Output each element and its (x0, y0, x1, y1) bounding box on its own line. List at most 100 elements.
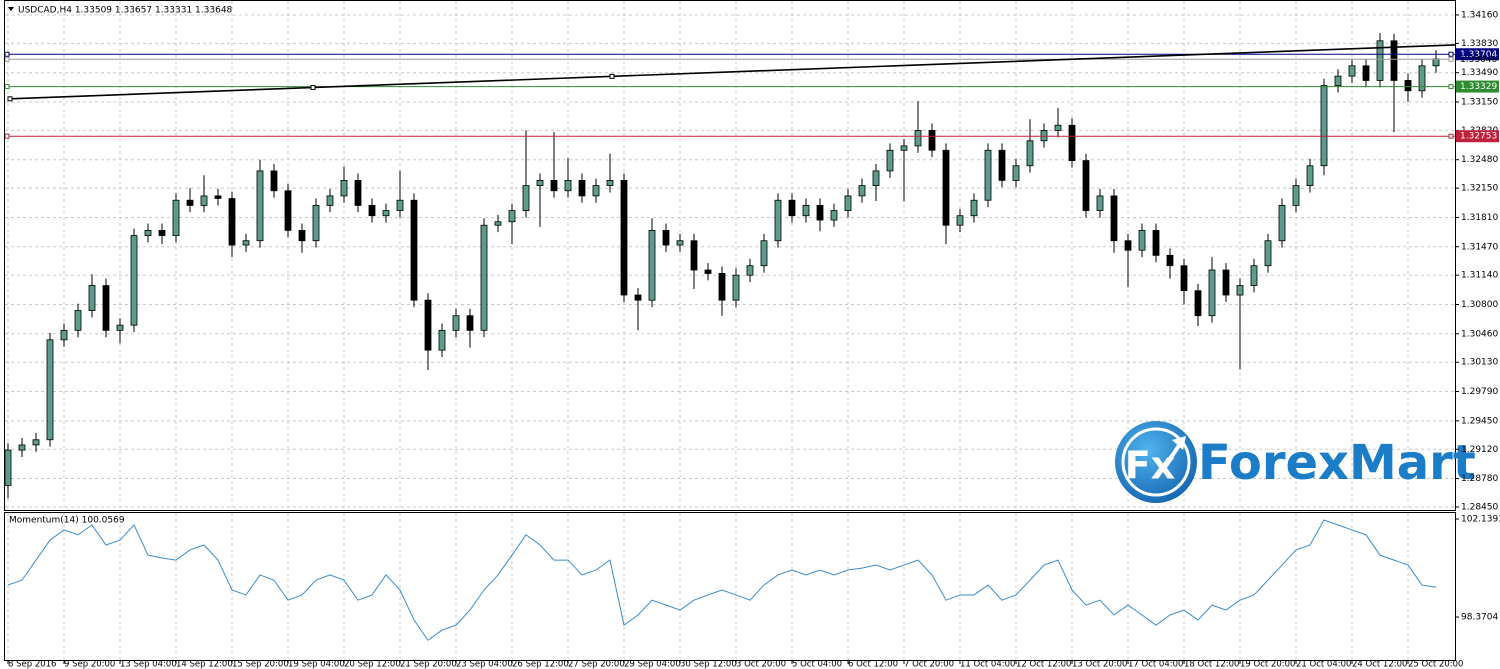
level-handle (4, 133, 10, 139)
x-tick-label: 5 Oct 04:00 (792, 660, 842, 669)
x-tick-label: 25 Oct 20:00 (1408, 660, 1463, 669)
level-handle (4, 56, 10, 62)
candle-body (1138, 229, 1146, 251)
candle-body (1432, 58, 1440, 67)
candle-body (872, 170, 880, 186)
candle-body (914, 130, 922, 147)
candle-body (690, 240, 698, 271)
level-label-box (1456, 130, 1499, 143)
candle-body (1026, 140, 1034, 167)
candle-body (760, 240, 768, 267)
y-tick-label: 1.29120 (1461, 445, 1498, 455)
candle-body (1334, 75, 1342, 87)
level-handle (4, 84, 10, 90)
candle-body (1222, 269, 1230, 296)
y-tick-label: 1.29450 (1461, 416, 1498, 426)
logo-ring (1121, 427, 1191, 497)
candle-body (704, 269, 712, 274)
level-handle (1448, 84, 1454, 90)
x-tick-label: 20 Sep 12:00 (344, 660, 401, 669)
x-tick-label: 7 Oct 20:00 (904, 660, 954, 669)
candle-body (1418, 65, 1426, 92)
candle-body (606, 180, 614, 186)
x-tick-label: 15 Sep 20:00 (232, 660, 289, 669)
trendline-handle (310, 85, 316, 91)
x-tick-label: 27 Sep 20:00 (568, 660, 625, 669)
candle-body (46, 339, 54, 441)
candle-body (102, 285, 110, 331)
candle-body (1264, 240, 1272, 267)
y-tick-label: 1.31810 (1461, 213, 1498, 223)
y-tick-label: 1.30460 (1461, 329, 1498, 339)
candle-body (1390, 40, 1398, 81)
candle-body (88, 285, 96, 311)
x-tick-label: 13 Sep 04:00 (120, 660, 177, 669)
candle-body (648, 229, 656, 301)
y-tick-label: 1.33830 (1461, 39, 1498, 49)
candle-body (242, 240, 250, 246)
candle-body (130, 235, 138, 326)
candle-body (536, 180, 544, 186)
trendline-handle (609, 73, 615, 79)
candle-body (396, 199, 404, 211)
trendline-handle (7, 96, 13, 102)
candle-body (886, 149, 894, 172)
x-tick-label: 30 Sep 12:00 (680, 660, 737, 669)
candle-body (368, 204, 376, 217)
candle-body (1054, 124, 1062, 131)
candle-body (200, 195, 208, 206)
candle-body (550, 180, 558, 192)
y-tick-label: 1.34160 (1461, 10, 1498, 20)
candle-body (494, 221, 502, 226)
x-tick-label: 26 Sep 12:00 (512, 660, 569, 669)
candle-body (4, 449, 12, 486)
candle-body (1068, 124, 1076, 161)
x-tick-label: 24 Oct 12:00 (1352, 660, 1407, 669)
candle-body (1236, 285, 1244, 296)
plot-layer (4, 33, 1456, 641)
x-tick-label: 19 Oct 20:00 (1240, 660, 1295, 669)
level-handle (1448, 133, 1454, 139)
candle-body (1376, 40, 1384, 81)
candle-body (214, 195, 222, 199)
level-label-box (1456, 80, 1499, 93)
chart-title: USDCAD,H4 1.33509 1.33657 1.33331 1.3364… (18, 6, 233, 16)
candle-body (998, 149, 1006, 181)
logo-icon: Fx (1125, 444, 1175, 488)
candle-body (284, 190, 292, 231)
candle-body (1250, 265, 1258, 286)
candle-body (60, 329, 68, 341)
level-label-box (1456, 48, 1499, 61)
candle-body (1040, 130, 1048, 142)
candle-body (1194, 290, 1202, 317)
x-tick-label: 11 Oct 04:00 (960, 660, 1015, 669)
candle-body (270, 170, 278, 192)
candle-body (1096, 195, 1104, 211)
candle-body (1404, 80, 1412, 92)
candle-body (172, 199, 180, 236)
logo-arrow (1158, 442, 1182, 472)
candle-body (1292, 185, 1300, 206)
candle-body (18, 444, 26, 451)
candle-body (928, 130, 936, 151)
candle-body (1124, 240, 1132, 251)
x-tick-label: 9 Sep 20:00 (64, 660, 115, 669)
candle-body (676, 240, 684, 246)
candle-body (74, 310, 82, 331)
y-tick-label: 1.29790 (1461, 387, 1498, 397)
candle-body (1082, 160, 1090, 211)
y-tick-label: 1.28450 (1461, 502, 1498, 512)
candle-body (718, 273, 726, 301)
y-tick-label: 1.32480 (1461, 155, 1498, 165)
candle-body (466, 315, 474, 331)
level-handle (4, 51, 10, 57)
candle-body (844, 195, 852, 211)
grid-layer (5, 1, 1455, 660)
candle-body (354, 180, 362, 206)
y-tick-label: 1.30800 (1461, 300, 1498, 310)
x-tick-label: 8 Sep 2016 (8, 660, 56, 669)
candle-body (1320, 85, 1328, 167)
candle-body (1152, 229, 1160, 256)
level-label: 1.32753 (1460, 132, 1497, 142)
